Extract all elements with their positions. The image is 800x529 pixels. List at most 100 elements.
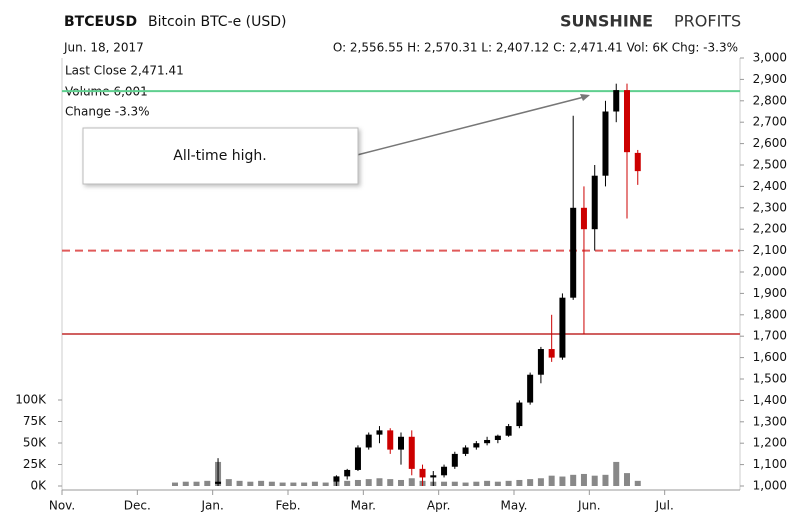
volume-bar: [516, 479, 523, 486]
y-tick-label: 1,500: [753, 372, 787, 386]
candle-body: [408, 436, 415, 469]
volume-tick-label: 50K: [23, 436, 47, 450]
volume-tick-label: 0K: [30, 479, 47, 493]
candle-body: [505, 426, 512, 436]
candle-body: [441, 466, 448, 476]
x-tick-label: Mar.: [351, 499, 376, 513]
volume-bar: [580, 473, 587, 486]
y-tick-label: 2,500: [753, 158, 787, 172]
y-tick-label: 2,400: [753, 179, 787, 193]
candle-body: [537, 349, 544, 375]
volume-bar: [204, 480, 211, 486]
x-tick-label: Nov.: [49, 499, 75, 513]
instrument-name: Bitcoin BTC-e (USD): [148, 14, 287, 30]
volume-bar: [505, 480, 512, 486]
candle-body: [398, 436, 404, 450]
volume-bar: [268, 481, 275, 486]
volume-bar: [634, 480, 641, 486]
x-tick-label: Apr.: [427, 499, 450, 513]
volume-bar: [398, 479, 404, 486]
y-tick-label: 1,200: [753, 436, 787, 450]
y-tick-label: 1,400: [753, 393, 787, 407]
y-tick-label: 2,900: [753, 72, 787, 86]
candle-body: [527, 374, 534, 403]
y-tick-label: 1,000: [753, 479, 787, 493]
candle-body: [365, 434, 372, 448]
y-tick-label: 2,700: [753, 115, 787, 129]
x-tick-label: Jan.: [201, 499, 224, 513]
volume-bar: [484, 480, 491, 486]
candle-body: [333, 476, 340, 482]
volume-bar: [247, 481, 254, 486]
volume-tick-label: 25K: [23, 457, 47, 471]
quote: O: 2,556.55 H: 2,570.31 L: 2,407.12 C: 2…: [333, 41, 738, 55]
x-tick-label: Jun.: [577, 499, 601, 513]
volume-tick-label: 75K: [23, 414, 47, 428]
volume-bar: [236, 480, 243, 486]
volume-bar: [365, 479, 372, 486]
x-tick-label: May.: [501, 499, 528, 513]
volume-bar: [613, 461, 620, 486]
volume-bar: [193, 481, 200, 486]
y-tick-label: 1,600: [753, 350, 787, 364]
volume-bar: [451, 481, 458, 486]
info-text: Change -3.3%: [65, 105, 150, 119]
brand: PROFITS: [674, 12, 741, 31]
volume-bar: [311, 481, 318, 486]
candle-body: [613, 90, 620, 112]
volume-bar: [344, 480, 351, 486]
candle-body: [484, 439, 491, 444]
candle-body: [634, 152, 641, 172]
annotation-text: All-time high.: [173, 148, 266, 164]
candle-body: [376, 430, 383, 435]
x-tick-label: Feb.: [275, 499, 300, 513]
candle-body: [473, 443, 480, 448]
candle-body: [570, 207, 577, 298]
volume-bar: [559, 476, 566, 486]
y-tick-label: 1,800: [753, 307, 787, 321]
volume-bar: [258, 480, 265, 486]
annotation-arrow: [356, 95, 589, 156]
y-tick-label: 2,600: [753, 136, 787, 150]
y-tick-label: 1,100: [753, 457, 787, 471]
candle-body: [215, 481, 222, 484]
arrow-head: [580, 94, 590, 101]
candle-body: [548, 349, 555, 358]
y-tick-label: 2,100: [753, 243, 787, 257]
candle-body: [580, 207, 587, 230]
volume-bar: [441, 481, 448, 486]
candle-body: [516, 402, 523, 427]
volume-tick-label: 100K: [15, 393, 47, 407]
candle-body: [591, 175, 598, 230]
y-tick-label: 1,300: [753, 414, 787, 428]
volume-bar: [462, 482, 469, 486]
y-tick-label: 2,000: [753, 265, 787, 279]
volume-bar: [182, 481, 189, 486]
candle-body: [419, 468, 426, 478]
date: Jun. 18, 2017: [63, 41, 144, 55]
y-tick-label: 2,200: [753, 222, 787, 236]
volume-bar: [591, 475, 598, 486]
annotation-box: [82, 127, 359, 185]
y-tick-label: 1,700: [753, 329, 787, 343]
volume-bar: [290, 482, 297, 486]
y-tick-label: 1,900: [753, 286, 787, 300]
volume-bar: [473, 481, 480, 486]
candle-body: [624, 90, 630, 153]
volume-bar: [537, 478, 544, 486]
volume-bar: [301, 482, 308, 486]
symbol: BTCEUSD: [64, 14, 137, 30]
volume-bar: [527, 479, 534, 486]
candle-body: [344, 469, 351, 477]
volume-bar: [279, 482, 286, 486]
x-tick-label: Jul.: [655, 499, 674, 513]
candle-body: [559, 297, 566, 358]
candle-body: [602, 111, 609, 176]
candle-body: [387, 430, 394, 450]
candle-body: [494, 435, 501, 440]
volume-bar: [172, 482, 178, 486]
volume-bar: [602, 474, 609, 486]
candle-body: [430, 475, 437, 478]
